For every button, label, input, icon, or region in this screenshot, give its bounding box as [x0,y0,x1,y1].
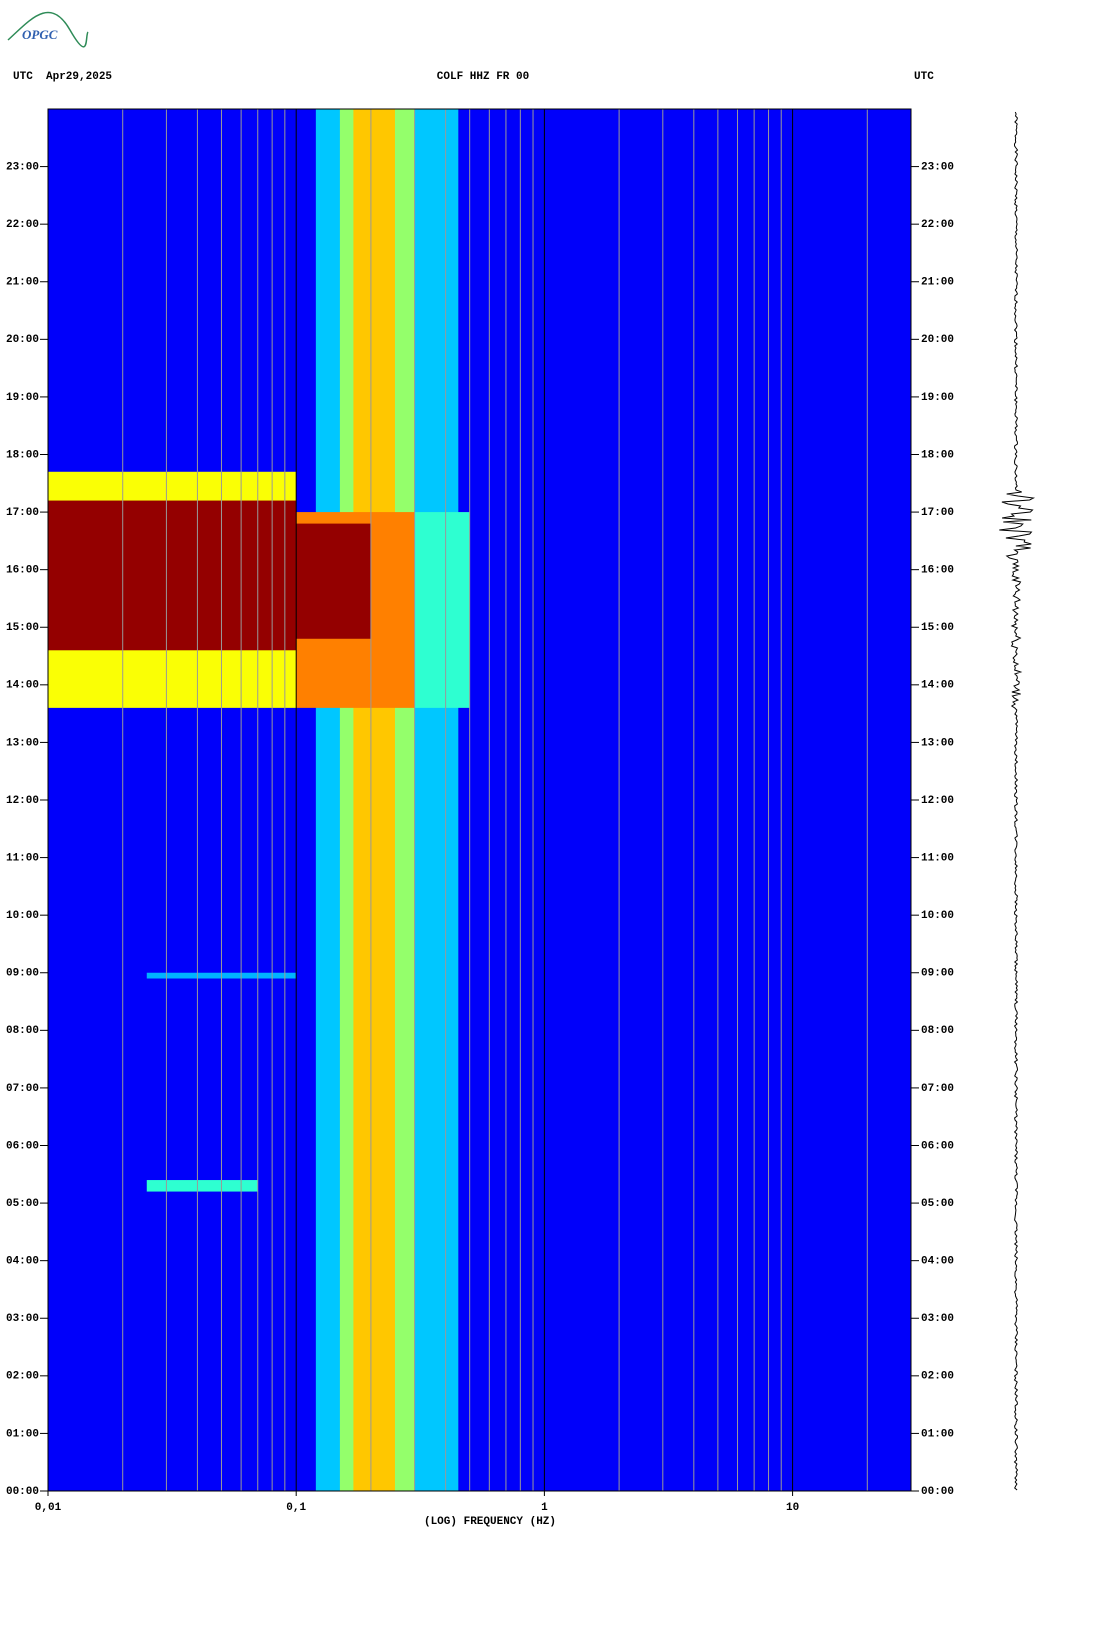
spectral-region [146,1180,258,1192]
y-tick-label: 09:00 [921,968,954,980]
y-tick-label: 18:00 [6,449,39,461]
y-tick-label: 23:00 [6,161,39,173]
left-header: UTC Apr29,2025 [13,71,112,83]
y-tick-label: 03:00 [6,1313,39,1325]
plot-frame [47,108,912,1492]
chart-title: COLF HHZ FR 00 [437,71,529,83]
y-tick-label: 11:00 [921,852,954,864]
y-tick-label: 16:00 [921,565,954,577]
y-tick-label: 23:00 [921,161,954,173]
y-tick-label: 16:00 [6,565,39,577]
y-tick-label: 08:00 [6,1025,39,1037]
x-tick-label: 1 [541,1502,548,1514]
y-tick-label: 10:00 [921,910,954,922]
y-tick-label: 07:00 [921,1083,954,1095]
logo-swoosh [7,11,89,48]
y-tick-label: 11:00 [6,852,39,864]
right-header: UTC [914,71,934,83]
y-tick-label: 19:00 [921,392,954,404]
spectral-region [48,500,297,651]
y-tick-label: 02:00 [6,1371,39,1383]
y-tick-label: 21:00 [921,277,954,289]
y-tick-label: 12:00 [921,795,954,807]
y-tick-label: 13:00 [921,737,954,749]
spectral-region [296,523,371,639]
y-tick-label: 12:00 [6,795,39,807]
y-tick-label: 14:00 [921,680,954,692]
y-tick-label: 15:00 [921,622,954,634]
seismogram-trace [999,111,1036,1491]
y-tick-label: 22:00 [921,219,954,231]
y-tick-label: 01:00 [921,1428,954,1440]
y-tick-label: 06:00 [921,1140,954,1152]
y-tick-label: 13:00 [6,737,39,749]
y-tick-label: 17:00 [6,507,39,519]
y-tick-label: 20:00 [6,334,39,346]
y-tick-label: 00:00 [921,1486,954,1498]
y-tick-label: 14:00 [6,680,39,692]
spectral-region [414,512,470,708]
y-tick-label: 01:00 [6,1428,39,1440]
y-tick-label: 21:00 [6,277,39,289]
spectral-region [48,109,911,1491]
y-tick-label: 08:00 [921,1025,954,1037]
x-tick-label: 0,01 [35,1502,62,1514]
y-tick-label: 05:00 [6,1198,39,1210]
y-tick-label: 09:00 [6,968,39,980]
y-tick-label: 02:00 [921,1371,954,1383]
y-tick-label: 10:00 [6,910,39,922]
y-tick-label: 20:00 [921,334,954,346]
x-tick-label: 0,1 [286,1502,306,1514]
y-tick-label: 22:00 [6,219,39,231]
y-tick-label: 06:00 [6,1140,39,1152]
y-tick-label: 07:00 [6,1083,39,1095]
y-tick-label: 17:00 [921,507,954,519]
x-tick-label: 10 [786,1502,799,1514]
y-tick-label: 04:00 [921,1256,954,1268]
spectral-region [353,109,395,1491]
y-tick-label: 00:00 [6,1486,39,1498]
y-tick-label: 18:00 [921,449,954,461]
y-tick-label: 19:00 [6,392,39,404]
y-tick-label: 05:00 [921,1198,954,1210]
y-tick-label: 15:00 [6,622,39,634]
y-tick-label: 03:00 [921,1313,954,1325]
y-tick-label: 04:00 [6,1256,39,1268]
logo: OPGC [22,27,58,42]
x-axis-label: (LOG) FREQUENCY (HZ) [424,1516,556,1528]
